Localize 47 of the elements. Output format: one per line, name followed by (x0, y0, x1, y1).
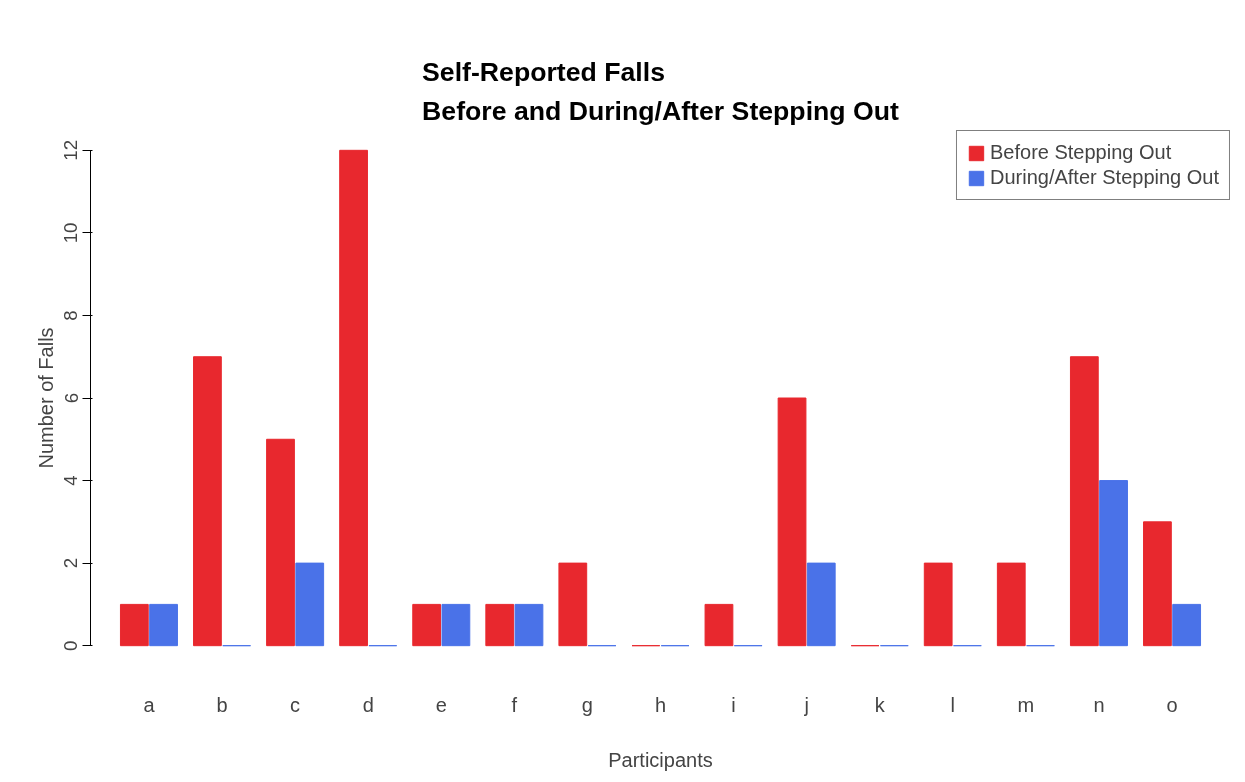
bar (412, 603, 442, 647)
bar (806, 562, 836, 647)
bar (266, 438, 295, 647)
bar (923, 562, 953, 647)
bar (558, 562, 588, 647)
bar (193, 356, 222, 647)
bar (704, 603, 734, 647)
y-tick-label: 10 (60, 222, 82, 244)
bar (339, 149, 368, 647)
legend-label: During/After Stepping Out (989, 166, 1219, 189)
bar (485, 603, 515, 647)
x-tick-label: g (581, 693, 593, 716)
y-tick-label: 6 (60, 392, 82, 404)
x-tick-label: c (290, 693, 301, 716)
x-tick-label: f (511, 693, 518, 716)
x-tick-label: m (1017, 693, 1035, 716)
y-tick-label: 2 (60, 557, 82, 569)
x-tick-label: o (1166, 693, 1178, 716)
x-tick-label: l (950, 693, 956, 716)
chart-title: Self-Reported Falls Before and During/After Stepping Out (422, 56, 900, 126)
bar (149, 603, 178, 647)
x-tick-label: j (803, 693, 809, 716)
x-tick-label: e (435, 693, 447, 716)
bar (441, 603, 471, 647)
bar (1099, 480, 1128, 647)
x-tick-label: k (874, 693, 886, 716)
bar (514, 603, 544, 647)
x-tick-label: i (731, 693, 736, 716)
x-tick-label: n (1093, 693, 1105, 716)
x-tick-label: d (362, 693, 374, 716)
x-tick-label: a (143, 693, 156, 716)
bar (295, 562, 325, 647)
x-axis-title: Participants (608, 748, 713, 771)
bar (777, 397, 807, 647)
x-tick-label: h (654, 693, 667, 716)
bar (119, 603, 149, 647)
bar (1069, 356, 1099, 647)
bar (996, 562, 1026, 647)
y-tick-label: 0 (60, 640, 82, 651)
y-axis-title: Number of Falls (34, 327, 57, 469)
legend-label: Before Stepping Out (989, 141, 1172, 164)
bar (1172, 603, 1202, 647)
bar (1143, 521, 1172, 647)
y-tick-label: 12 (60, 139, 82, 161)
x-tick-label: b (216, 693, 228, 716)
y-tick-label: 4 (60, 475, 82, 486)
y-tick-label: 8 (60, 310, 82, 321)
